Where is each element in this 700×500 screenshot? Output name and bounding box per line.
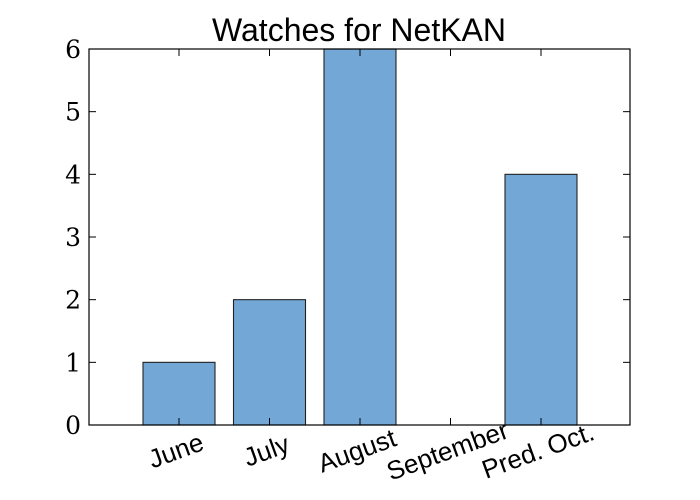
y-tick-label: 6 <box>65 35 81 64</box>
y-tick-label: 0 <box>65 411 81 440</box>
bar-pred-oct <box>504 173 578 426</box>
axes-layer <box>88 48 631 426</box>
bar-july <box>232 299 307 426</box>
y-tick-label: 4 <box>65 160 81 189</box>
y-tick-label: 5 <box>65 98 81 127</box>
y-tick-label: 2 <box>65 286 81 315</box>
y-tick-label: 1 <box>65 348 81 377</box>
chart-title: Watches for NetKAN <box>212 12 506 48</box>
bar-august <box>323 48 397 426</box>
x-tick-label: June <box>144 427 207 474</box>
x-tick-label: July <box>240 429 294 473</box>
y-tick-label: 3 <box>65 223 81 252</box>
bars-layer <box>142 48 578 426</box>
bar-june <box>142 361 216 426</box>
